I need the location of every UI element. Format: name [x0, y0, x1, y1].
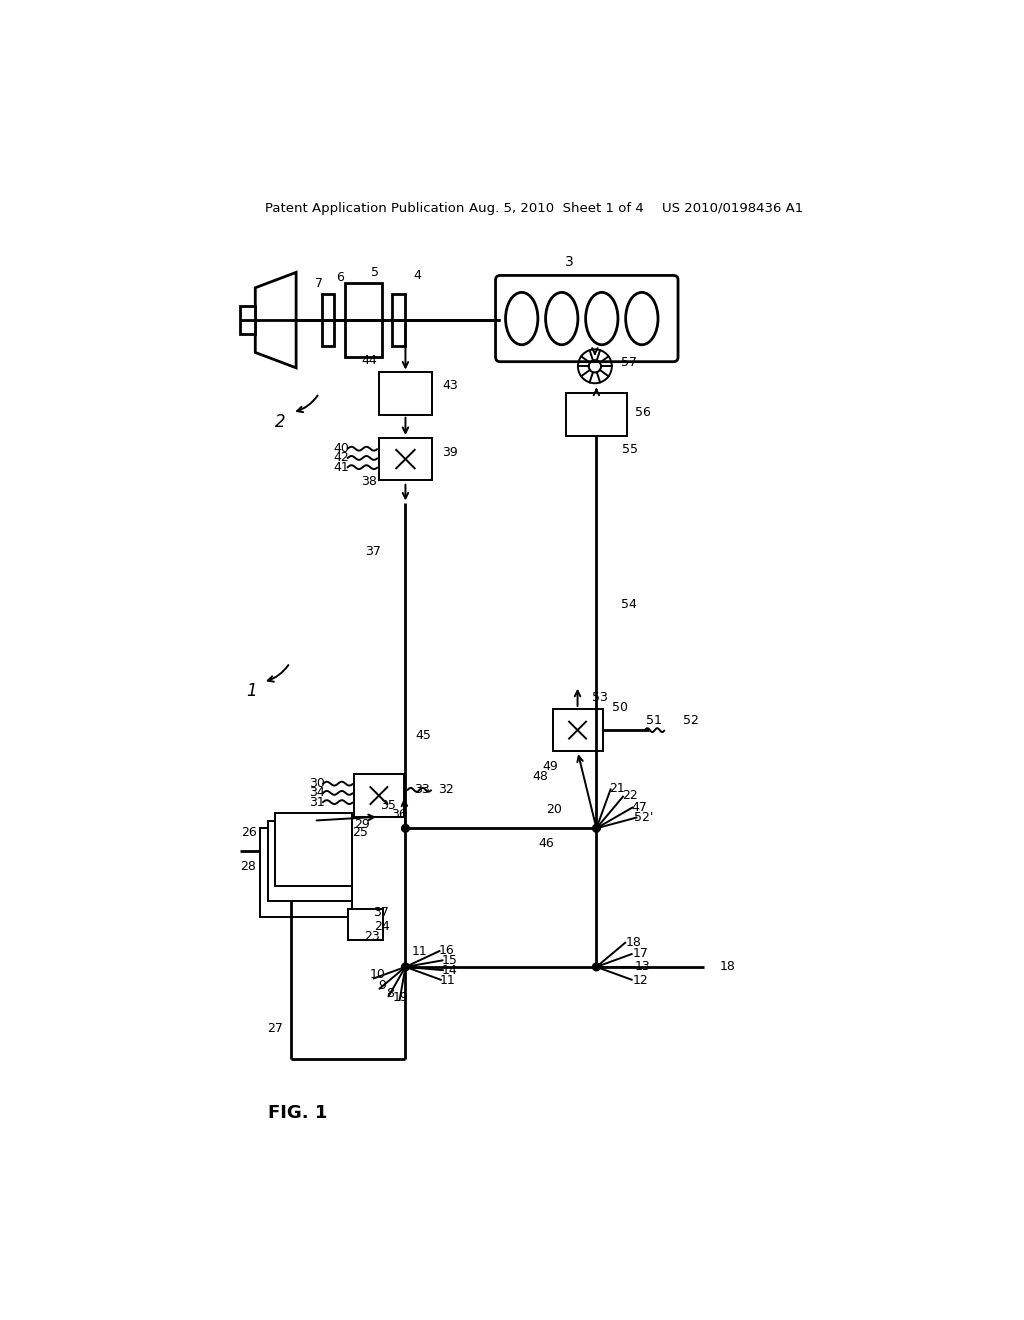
Text: US 2010/0198436 A1: US 2010/0198436 A1: [662, 202, 803, 215]
Bar: [275, 813, 352, 886]
Text: 29: 29: [353, 818, 370, 832]
Text: 28: 28: [240, 861, 256, 874]
Bar: [345, 284, 382, 358]
Text: 15: 15: [441, 954, 458, 966]
Bar: [260, 829, 352, 917]
Text: 53: 53: [592, 690, 608, 704]
Text: 30: 30: [309, 777, 325, 791]
Text: 12: 12: [633, 974, 648, 986]
Text: 54: 54: [621, 598, 637, 611]
Ellipse shape: [506, 293, 538, 345]
Text: 55: 55: [622, 444, 638, 455]
Bar: [354, 775, 403, 817]
Bar: [392, 294, 404, 346]
Bar: [267, 821, 352, 902]
Text: 49: 49: [543, 760, 558, 774]
Text: 43: 43: [442, 379, 458, 392]
Text: 3: 3: [565, 255, 573, 269]
Bar: [379, 372, 432, 414]
Bar: [553, 709, 602, 751]
Text: 10: 10: [370, 969, 385, 981]
Bar: [348, 909, 383, 940]
Text: 33: 33: [414, 783, 429, 796]
Text: 18: 18: [720, 961, 735, 973]
Text: 16: 16: [438, 944, 455, 957]
Text: 27: 27: [267, 1022, 284, 1035]
Text: 52': 52': [634, 810, 653, 824]
Ellipse shape: [586, 293, 617, 345]
Bar: [565, 393, 628, 436]
Text: 57: 57: [621, 356, 637, 370]
Text: Aug. 5, 2010  Sheet 1 of 4: Aug. 5, 2010 Sheet 1 of 4: [469, 202, 644, 215]
Bar: [240, 306, 255, 334]
Text: 40: 40: [334, 442, 349, 455]
Text: FIG. 1: FIG. 1: [267, 1105, 327, 1122]
Text: 50: 50: [611, 701, 628, 714]
Text: 7: 7: [315, 277, 324, 289]
Text: 4: 4: [413, 269, 421, 282]
Text: 35: 35: [380, 799, 395, 812]
Text: 17: 17: [633, 948, 648, 960]
Circle shape: [593, 825, 600, 832]
FancyBboxPatch shape: [496, 276, 678, 362]
Polygon shape: [255, 272, 296, 368]
Text: 8: 8: [386, 986, 394, 999]
Text: 11: 11: [412, 945, 427, 958]
Text: 45: 45: [415, 730, 431, 742]
Text: 39: 39: [442, 446, 458, 459]
Text: 36: 36: [390, 808, 407, 821]
Text: 11: 11: [440, 974, 456, 986]
Text: 21: 21: [609, 781, 625, 795]
Text: 2: 2: [275, 413, 286, 430]
Bar: [379, 438, 432, 480]
Circle shape: [593, 964, 600, 970]
Text: 18: 18: [626, 936, 642, 949]
Text: 34: 34: [309, 787, 325, 800]
Text: 41: 41: [334, 461, 349, 474]
Text: 32: 32: [438, 783, 454, 796]
Text: 52: 52: [683, 714, 699, 727]
Text: 47: 47: [632, 801, 647, 813]
Circle shape: [401, 964, 410, 970]
Text: Patent Application Publication: Patent Application Publication: [265, 202, 465, 215]
Text: 37: 37: [366, 545, 381, 557]
Text: 51: 51: [646, 714, 663, 727]
Ellipse shape: [626, 293, 658, 345]
Text: 14: 14: [442, 964, 458, 977]
Circle shape: [401, 825, 410, 832]
Text: 22: 22: [622, 789, 638, 803]
Text: 25: 25: [352, 825, 368, 838]
Text: 42: 42: [334, 451, 349, 465]
Text: 1: 1: [246, 682, 257, 700]
Text: 20: 20: [546, 803, 562, 816]
Text: 44: 44: [361, 354, 377, 367]
Text: 37: 37: [373, 907, 389, 920]
Text: 38: 38: [361, 475, 377, 488]
Text: 26: 26: [242, 825, 257, 838]
Text: 48: 48: [532, 770, 548, 783]
Text: 13: 13: [635, 961, 650, 973]
Ellipse shape: [546, 293, 578, 345]
Text: 9: 9: [379, 979, 386, 991]
Bar: [322, 294, 334, 346]
Text: 24: 24: [374, 920, 389, 933]
Text: 46: 46: [539, 837, 554, 850]
Text: 19: 19: [392, 991, 409, 1003]
Text: 56: 56: [635, 407, 650, 418]
Text: 6: 6: [336, 271, 344, 284]
Text: 31: 31: [309, 796, 325, 809]
Text: 5: 5: [371, 265, 379, 279]
Text: 23: 23: [364, 929, 380, 942]
